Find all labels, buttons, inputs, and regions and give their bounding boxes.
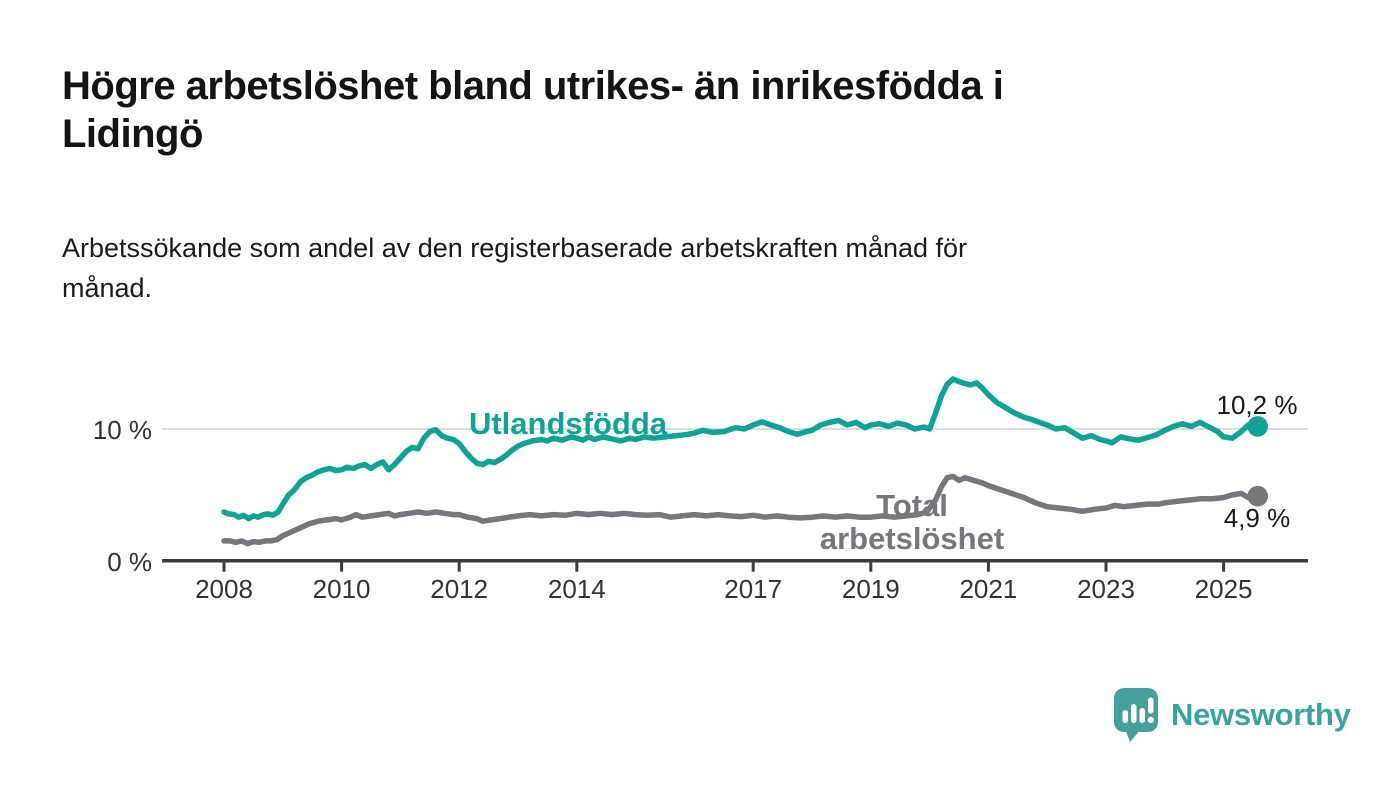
end-dot-total-arbetsloshet (1247, 485, 1268, 507)
end-dot-utlandsfodda (1247, 416, 1268, 437)
series-line-utlandsfodda (221, 376, 1261, 522)
speech-bubble-bar-chart-icon (1114, 688, 1158, 742)
newsworthy-wordmark: Newsworthy (1171, 696, 1351, 732)
end-value-label-utlandsfodda: 10,2 % (1216, 390, 1298, 420)
newsworthy-logo: Newsworthy (1112, 686, 1351, 743)
end-value-label-total-arbetsloshet: 4,9 % (1223, 503, 1291, 533)
x-axis-label-2014: 2014 (547, 574, 606, 604)
x-axis-label-2019: 2019 (841, 574, 900, 604)
y-axis-label-0: 0 % (107, 547, 152, 577)
x-axis-label-2008: 2008 (195, 574, 253, 604)
series-label-utlandsfodda: Utlandsfödda (468, 406, 668, 441)
x-axis-label-2010: 2010 (312, 574, 371, 604)
x-axis-label-2017: 2017 (724, 574, 783, 604)
x-axis-label-2021: 2021 (959, 574, 1018, 604)
line-chart (162, 376, 1308, 572)
series-label-total-arbetsloshet: Total arbetslöshet (819, 488, 1005, 556)
y-axis-label-10: 10 % (92, 415, 152, 445)
series-line-total-arbetsloshet (221, 473, 1261, 547)
x-axis-label-2023: 2023 (1077, 574, 1135, 604)
page-subtitle: Arbetssökande som andel av den registerb… (62, 233, 968, 303)
page-title: Högre arbetslöshet bland utrikes- än inr… (62, 64, 1004, 156)
x-axis-label-2012: 2012 (430, 574, 489, 604)
x-axis-label-2025: 2025 (1194, 574, 1253, 604)
